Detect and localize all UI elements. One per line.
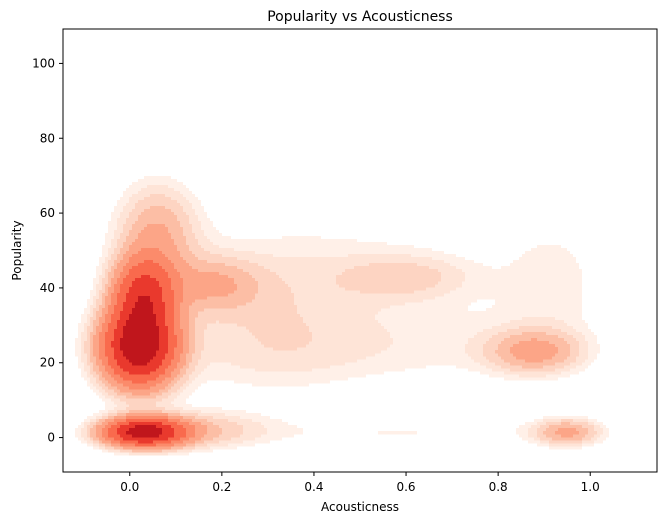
y-tick-label: 100 <box>32 56 55 70</box>
x-axis-ticks: 0.0 0.2 0.4 0.6 0.8 1.0 <box>120 472 600 494</box>
contour-level-9 <box>120 296 162 438</box>
contour-level-4 <box>90 206 588 453</box>
y-tick-label: 80 <box>40 131 55 145</box>
x-tick-label: 1.0 <box>581 480 600 494</box>
contour-level-2 <box>81 185 603 456</box>
chart-title: Popularity vs Acousticness <box>267 9 453 25</box>
axes-frame <box>62 28 658 473</box>
contour-level-5 <box>93 224 579 450</box>
x-tick-label: 0.2 <box>212 480 231 494</box>
y-axis-label: Popularity <box>10 220 24 280</box>
x-tick-label: 0.6 <box>396 480 415 494</box>
y-tick-label: 0 <box>47 431 55 445</box>
x-tick-label: 0.0 <box>120 480 139 494</box>
y-tick-label: 40 <box>40 281 55 295</box>
density-contours <box>75 176 609 456</box>
y-tick-label: 60 <box>40 206 55 220</box>
x-tick-label: 0.8 <box>489 480 508 494</box>
x-tick-label: 0.4 <box>304 480 323 494</box>
x-axis-label: Acousticness <box>321 500 399 514</box>
y-tick-label: 20 <box>40 356 55 370</box>
y-axis-ticks: 0 20 40 60 80 100 <box>32 56 63 445</box>
contour-level-3 <box>84 194 597 453</box>
